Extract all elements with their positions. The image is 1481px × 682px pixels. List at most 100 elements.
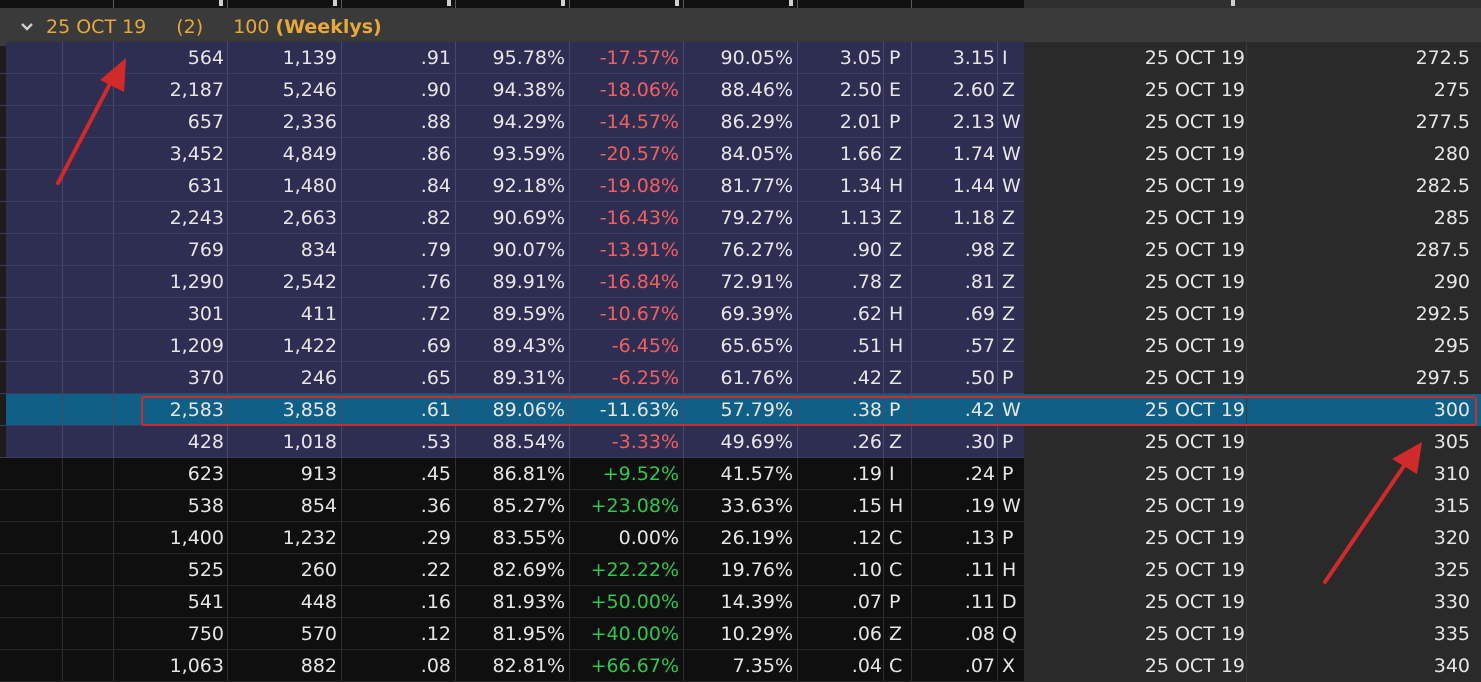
table-row[interactable]: 564 1,139 .91 95.78% -17.57% 90.05% 3.05 P 3.15 I… bbox=[0, 42, 1481, 74]
chevron-down-icon[interactable] bbox=[20, 22, 44, 32]
bid-exchange-cell[interactable]: P bbox=[889, 591, 901, 613]
bid-cell[interactable]: .78 bbox=[851, 271, 882, 293]
change-pct-cell[interactable]: -10.67% bbox=[599, 303, 679, 325]
table-row[interactable]: 631 1,480 .84 92.18% -19.08% 81.77% 1.34 H 1.44 W… bbox=[0, 170, 1481, 202]
sort-marker-icon[interactable] bbox=[219, 0, 223, 6]
sort-marker-icon[interactable] bbox=[333, 0, 337, 6]
implied-vol-cell[interactable]: 90.69% bbox=[492, 207, 565, 229]
open-interest-cell[interactable]: 2,542 bbox=[282, 271, 337, 293]
ask-cell[interactable]: 1.18 bbox=[952, 207, 995, 229]
implied-vol-cell[interactable]: 82.81% bbox=[492, 655, 565, 677]
change-pct-cell[interactable]: +40.00% bbox=[590, 623, 679, 645]
strike-cell[interactable]: 285 bbox=[1433, 207, 1470, 229]
prob-itm-cell[interactable]: 81.77% bbox=[720, 175, 793, 197]
volume-cell[interactable]: 631 bbox=[187, 175, 224, 197]
bid-exchange-cell[interactable]: Z bbox=[889, 271, 903, 293]
volume-cell[interactable]: 525 bbox=[187, 559, 224, 581]
open-interest-cell[interactable]: 5,246 bbox=[282, 79, 337, 101]
implied-vol-cell[interactable]: 89.31% bbox=[492, 367, 565, 389]
strike-cell[interactable]: 330 bbox=[1433, 591, 1470, 613]
delta-cell[interactable]: .79 bbox=[420, 239, 451, 261]
prob-itm-cell[interactable]: 33.63% bbox=[720, 495, 793, 517]
implied-vol-cell[interactable]: 90.07% bbox=[492, 239, 565, 261]
table-row[interactable]: 769 834 .79 90.07% -13.91% 76.27% .90 Z .98 Z 25 O… bbox=[0, 234, 1481, 266]
ask-cell[interactable]: .08 bbox=[964, 623, 995, 645]
open-interest-cell[interactable]: 260 bbox=[300, 559, 337, 581]
implied-vol-cell[interactable]: 95.78% bbox=[492, 47, 565, 69]
expiration-cell[interactable]: 25 OCT 19 bbox=[1144, 303, 1245, 325]
change-pct-cell[interactable]: -14.57% bbox=[599, 111, 679, 133]
strike-cell[interactable]: 272.5 bbox=[1415, 47, 1470, 69]
ask-cell[interactable]: 2.60 bbox=[952, 79, 995, 101]
table-row[interactable]: 428 1,018 .53 88.54% -3.33% 49.69% .26 Z .30 P 25 … bbox=[0, 426, 1481, 458]
open-interest-cell[interactable]: 854 bbox=[300, 495, 337, 517]
header-divider[interactable] bbox=[341, 0, 342, 8]
prob-itm-cell[interactable]: 86.29% bbox=[720, 111, 793, 133]
delta-cell[interactable]: .91 bbox=[420, 47, 451, 69]
expiration-cell[interactable]: 25 OCT 19 bbox=[1144, 527, 1245, 549]
prob-itm-cell[interactable]: 49.69% bbox=[720, 431, 793, 453]
volume-cell[interactable]: 428 bbox=[187, 431, 224, 453]
implied-vol-cell[interactable]: 93.59% bbox=[492, 143, 565, 165]
delta-cell[interactable]: .45 bbox=[420, 463, 451, 485]
ask-exchange-cell[interactable]: P bbox=[1002, 463, 1014, 485]
open-interest-cell[interactable]: 834 bbox=[300, 239, 337, 261]
prob-itm-cell[interactable]: 84.05% bbox=[720, 143, 793, 165]
open-interest-cell[interactable]: 913 bbox=[300, 463, 337, 485]
ask-exchange-cell[interactable]: P bbox=[1002, 527, 1014, 549]
bid-exchange-cell[interactable]: Z bbox=[889, 431, 903, 453]
delta-cell[interactable]: .86 bbox=[420, 143, 451, 165]
bid-exchange-cell[interactable]: Z bbox=[889, 623, 903, 645]
prob-itm-cell[interactable]: 41.57% bbox=[720, 463, 793, 485]
bid-cell[interactable]: .06 bbox=[851, 623, 882, 645]
bid-exchange-cell[interactable]: H bbox=[889, 335, 904, 357]
delta-cell[interactable]: .12 bbox=[420, 623, 451, 645]
expiration-cell[interactable]: 25 OCT 19 bbox=[1144, 207, 1245, 229]
prob-itm-cell[interactable]: 90.05% bbox=[720, 47, 793, 69]
table-row[interactable]: 1,400 1,232 .29 83.55% 0.00% 26.19% .12 C .13 P 25… bbox=[0, 522, 1481, 554]
prob-itm-cell[interactable]: 69.39% bbox=[720, 303, 793, 325]
volume-cell[interactable]: 370 bbox=[187, 367, 224, 389]
ask-cell[interactable]: .19 bbox=[964, 495, 995, 517]
open-interest-cell[interactable]: 448 bbox=[300, 591, 337, 613]
implied-vol-cell[interactable]: 89.91% bbox=[492, 271, 565, 293]
strike-cell[interactable]: 325 bbox=[1433, 559, 1470, 581]
open-interest-cell[interactable]: 1,480 bbox=[282, 175, 337, 197]
volume-cell[interactable]: 2,583 bbox=[169, 399, 224, 421]
prob-itm-cell[interactable]: 88.46% bbox=[720, 79, 793, 101]
ask-cell[interactable]: .13 bbox=[964, 527, 995, 549]
change-pct-cell[interactable]: -19.08% bbox=[599, 175, 679, 197]
bid-exchange-cell[interactable]: C bbox=[889, 559, 903, 581]
table-row[interactable]: 657 2,336 .88 94.29% -14.57% 86.29% 2.01 P 2.13 W… bbox=[0, 106, 1481, 138]
prob-itm-cell[interactable]: 57.79% bbox=[720, 399, 793, 421]
delta-cell[interactable]: .88 bbox=[420, 111, 451, 133]
ask-cell[interactable]: .11 bbox=[964, 591, 995, 613]
implied-vol-cell[interactable]: 88.54% bbox=[492, 431, 565, 453]
sort-marker-icon[interactable] bbox=[675, 0, 679, 6]
sort-marker-icon[interactable] bbox=[561, 0, 565, 6]
expiration-cell[interactable]: 25 OCT 19 bbox=[1144, 591, 1245, 613]
ask-cell[interactable]: .69 bbox=[964, 303, 995, 325]
table-row[interactable]: 301 411 .72 89.59% -10.67% 69.39% .62 H .69 Z 25 O… bbox=[0, 298, 1481, 330]
strike-cell[interactable]: 280 bbox=[1433, 143, 1470, 165]
volume-cell[interactable]: 1,209 bbox=[169, 335, 224, 357]
table-row[interactable]: 538 854 .36 85.27% +23.08% 33.63% .15 H .19 W 25 O… bbox=[0, 490, 1481, 522]
delta-cell[interactable]: .76 bbox=[420, 271, 451, 293]
strike-cell[interactable]: 275 bbox=[1433, 79, 1470, 101]
expiration-cell[interactable]: 25 OCT 19 bbox=[1144, 143, 1245, 165]
bid-cell[interactable]: 1.13 bbox=[839, 207, 882, 229]
strike-cell[interactable]: 335 bbox=[1433, 623, 1470, 645]
open-interest-cell[interactable]: 411 bbox=[300, 303, 337, 325]
open-interest-cell[interactable]: 1,422 bbox=[282, 335, 337, 357]
volume-cell[interactable]: 564 bbox=[187, 47, 224, 69]
delta-cell[interactable]: .61 bbox=[420, 399, 451, 421]
implied-vol-cell[interactable]: 89.43% bbox=[492, 335, 565, 357]
change-pct-cell[interactable]: +50.00% bbox=[590, 591, 679, 613]
implied-vol-cell[interactable]: 83.55% bbox=[492, 527, 565, 549]
change-pct-cell[interactable]: 0.00% bbox=[618, 527, 679, 549]
strike-cell[interactable]: 310 bbox=[1433, 463, 1470, 485]
table-row[interactable]: 623 913 .45 86.81% +9.52% 41.57% .19 I .24 P 25 OC… bbox=[0, 458, 1481, 490]
ask-cell[interactable]: .24 bbox=[964, 463, 995, 485]
expiration-cell[interactable]: 25 OCT 19 bbox=[1144, 399, 1245, 421]
volume-cell[interactable]: 1,063 bbox=[169, 655, 224, 677]
